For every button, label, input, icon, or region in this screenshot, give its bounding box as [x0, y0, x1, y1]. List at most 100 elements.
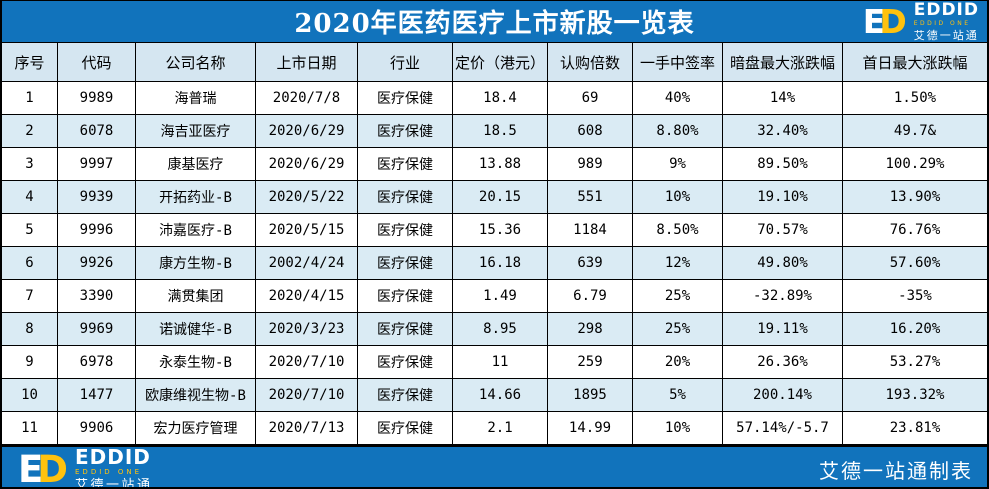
- table-cell: 2020/3/23: [256, 313, 358, 345]
- table-cell: 医疗保健: [358, 313, 453, 345]
- table-cell: 2020/7/13: [256, 412, 358, 444]
- table-cell: 医疗保健: [358, 214, 453, 246]
- header-cell: 行业: [358, 43, 453, 81]
- table-cell: 10%: [633, 181, 723, 213]
- header-cell: 暗盘最大涨跌幅: [723, 43, 843, 81]
- table-cell: 40%: [633, 82, 723, 114]
- table-cell: 25%: [633, 313, 723, 345]
- table-cell: 9%: [633, 148, 723, 180]
- table-cell: 26.36%: [723, 346, 843, 378]
- table-cell: 89.50%: [723, 148, 843, 180]
- monogram-letter-d: D: [37, 448, 68, 489]
- table-cell: 3390: [58, 280, 136, 312]
- brand-text-block: EDDID EDDID ONE 艾德一站通: [913, 0, 979, 42]
- header-cell: 定价（港元）: [453, 43, 548, 81]
- brand-name: EDDID: [75, 445, 151, 469]
- brand-tagline: EDDID ONE: [75, 468, 143, 476]
- table-row: 1 9989 海普瑞 2020/7/8 医疗保健 18.4 69 40% 14% 1.50%: [2, 82, 987, 115]
- table-cell: 2002/4/24: [256, 247, 358, 279]
- table-cell: 1895: [548, 379, 633, 411]
- table-cell: 200.14%: [723, 379, 843, 411]
- title-bar: 2020年医药医疗上市新股一览表 ED EDDID EDDID ONE 艾德一站…: [2, 1, 987, 43]
- table-cell: 19.11%: [723, 313, 843, 345]
- table-cell: 8: [2, 313, 58, 345]
- table-row: 5 9996 沛嘉医疗-B 2020/5/15 医疗保健 15.36 1184 8.50% 70…: [2, 214, 987, 247]
- table-row: 7 3390 满贯集团 2020/4/15 医疗保健 1.49 6.79 25% -32.89%…: [2, 280, 987, 313]
- table-cell: 12%: [633, 247, 723, 279]
- table-cell: 639: [548, 247, 633, 279]
- table-cell: 8.50%: [633, 214, 723, 246]
- table-row: 10 1477 欧康维视生物-B 2020/7/10 医疗保健 14.66 1895 5% 20…: [2, 379, 987, 412]
- table-cell: 9997: [58, 148, 136, 180]
- brand-name: EDDID: [913, 0, 979, 20]
- table-cell: 19.10%: [723, 181, 843, 213]
- table-cell: 4: [2, 181, 58, 213]
- table-cell: 6978: [58, 346, 136, 378]
- monogram-letter-d: D: [879, 2, 907, 41]
- footer-credit: 艾德一站通制表: [819, 459, 973, 483]
- header-cell: 上市日期: [256, 43, 358, 81]
- page-title: 2020年医药医疗上市新股一览表: [294, 9, 695, 39]
- table-cell: 57.14%/-5.7: [723, 412, 843, 444]
- table-cell: 5: [2, 214, 58, 246]
- monogram-letter-e: E: [18, 448, 44, 489]
- table-cell: 1477: [58, 379, 136, 411]
- table-cell: 2020/6/29: [256, 148, 358, 180]
- header-cell: 首日最大涨跌幅: [862, 53, 968, 72]
- table-cell: 宏力医疗管理: [136, 412, 256, 444]
- table-row: 6 9926 康方生物-B 2002/4/24 医疗保健 16.18 639 12% 49.80…: [2, 247, 987, 280]
- table-cell: 13.90%: [889, 189, 941, 205]
- table-cell: 医疗保健: [358, 181, 453, 213]
- header-cell: 公司名称: [136, 43, 256, 81]
- table-cell: 193.32%: [885, 387, 945, 403]
- table-cell: 2: [2, 115, 58, 147]
- table-cell: 医疗保健: [358, 82, 453, 114]
- eddid-monogram-icon: ED: [18, 448, 68, 489]
- table-cell: 608: [548, 115, 633, 147]
- table-cell: 6: [2, 247, 58, 279]
- table-cell: 康基医疗: [136, 148, 256, 180]
- table-cell: 16.18: [453, 247, 548, 279]
- table-cell: 6.79: [548, 280, 633, 312]
- table-cell: 551: [548, 181, 633, 213]
- table-cell: 9969: [58, 313, 136, 345]
- table-cell: 9939: [58, 181, 136, 213]
- table-cell: 6078: [58, 115, 136, 147]
- table-cell: 欧康维视生物-B: [136, 379, 256, 411]
- brand-tagline: EDDID ONE: [913, 20, 971, 27]
- table-cell: 9: [2, 346, 58, 378]
- table-row: 3 9997 康基医疗 2020/6/29 医疗保健 13.88 989 9% 89.50% 10…: [2, 148, 987, 181]
- table-cell: 医疗保健: [358, 280, 453, 312]
- brand-chinese-name: 艾德一站通: [913, 29, 979, 42]
- table-row: 9 6978 永泰生物-B 2020/7/10 医疗保健 11 259 20% 26.36% 53…: [2, 346, 987, 379]
- table-cell: -32.89%: [723, 280, 843, 312]
- table-cell: 1184: [548, 214, 633, 246]
- table-cell: 13.88: [453, 148, 548, 180]
- brand-chinese-name: 艾德一站通: [75, 478, 153, 489]
- eddid-monogram-icon: ED: [863, 5, 907, 38]
- table-cell: 2020/5/15: [256, 214, 358, 246]
- table-cell: 永泰生物-B: [136, 346, 256, 378]
- table-body: 1 9989 海普瑞 2020/7/8 医疗保健 18.4 69 40% 14% 1.50% 2 60…: [2, 82, 987, 445]
- table-cell: 298: [548, 313, 633, 345]
- table-cell: 259: [548, 346, 633, 378]
- table-cell: 2020/4/15: [256, 280, 358, 312]
- table-cell: 8.80%: [633, 115, 723, 147]
- table-cell: 医疗保健: [358, 379, 453, 411]
- footer-bar: ED EDDID EDDID ONE 艾德一站通 艾德一站通制表: [2, 445, 987, 489]
- table-cell: 20%: [633, 346, 723, 378]
- table-cell: 2020/6/29: [256, 115, 358, 147]
- table-cell: 10: [2, 379, 58, 411]
- table-cell: 沛嘉医疗-B: [136, 214, 256, 246]
- table-cell: 7: [2, 280, 58, 312]
- table-cell: 11: [453, 346, 548, 378]
- table-cell: 医疗保健: [358, 346, 453, 378]
- table-cell: 2020/7/8: [256, 82, 358, 114]
- table-cell: 康方生物-B: [136, 247, 256, 279]
- table-cell: 69: [548, 82, 633, 114]
- table-cell: 开拓药业-B: [136, 181, 256, 213]
- table-cell: 989: [548, 148, 633, 180]
- table-cell: 2020/7/10: [256, 379, 358, 411]
- table-cell: 9926: [58, 247, 136, 279]
